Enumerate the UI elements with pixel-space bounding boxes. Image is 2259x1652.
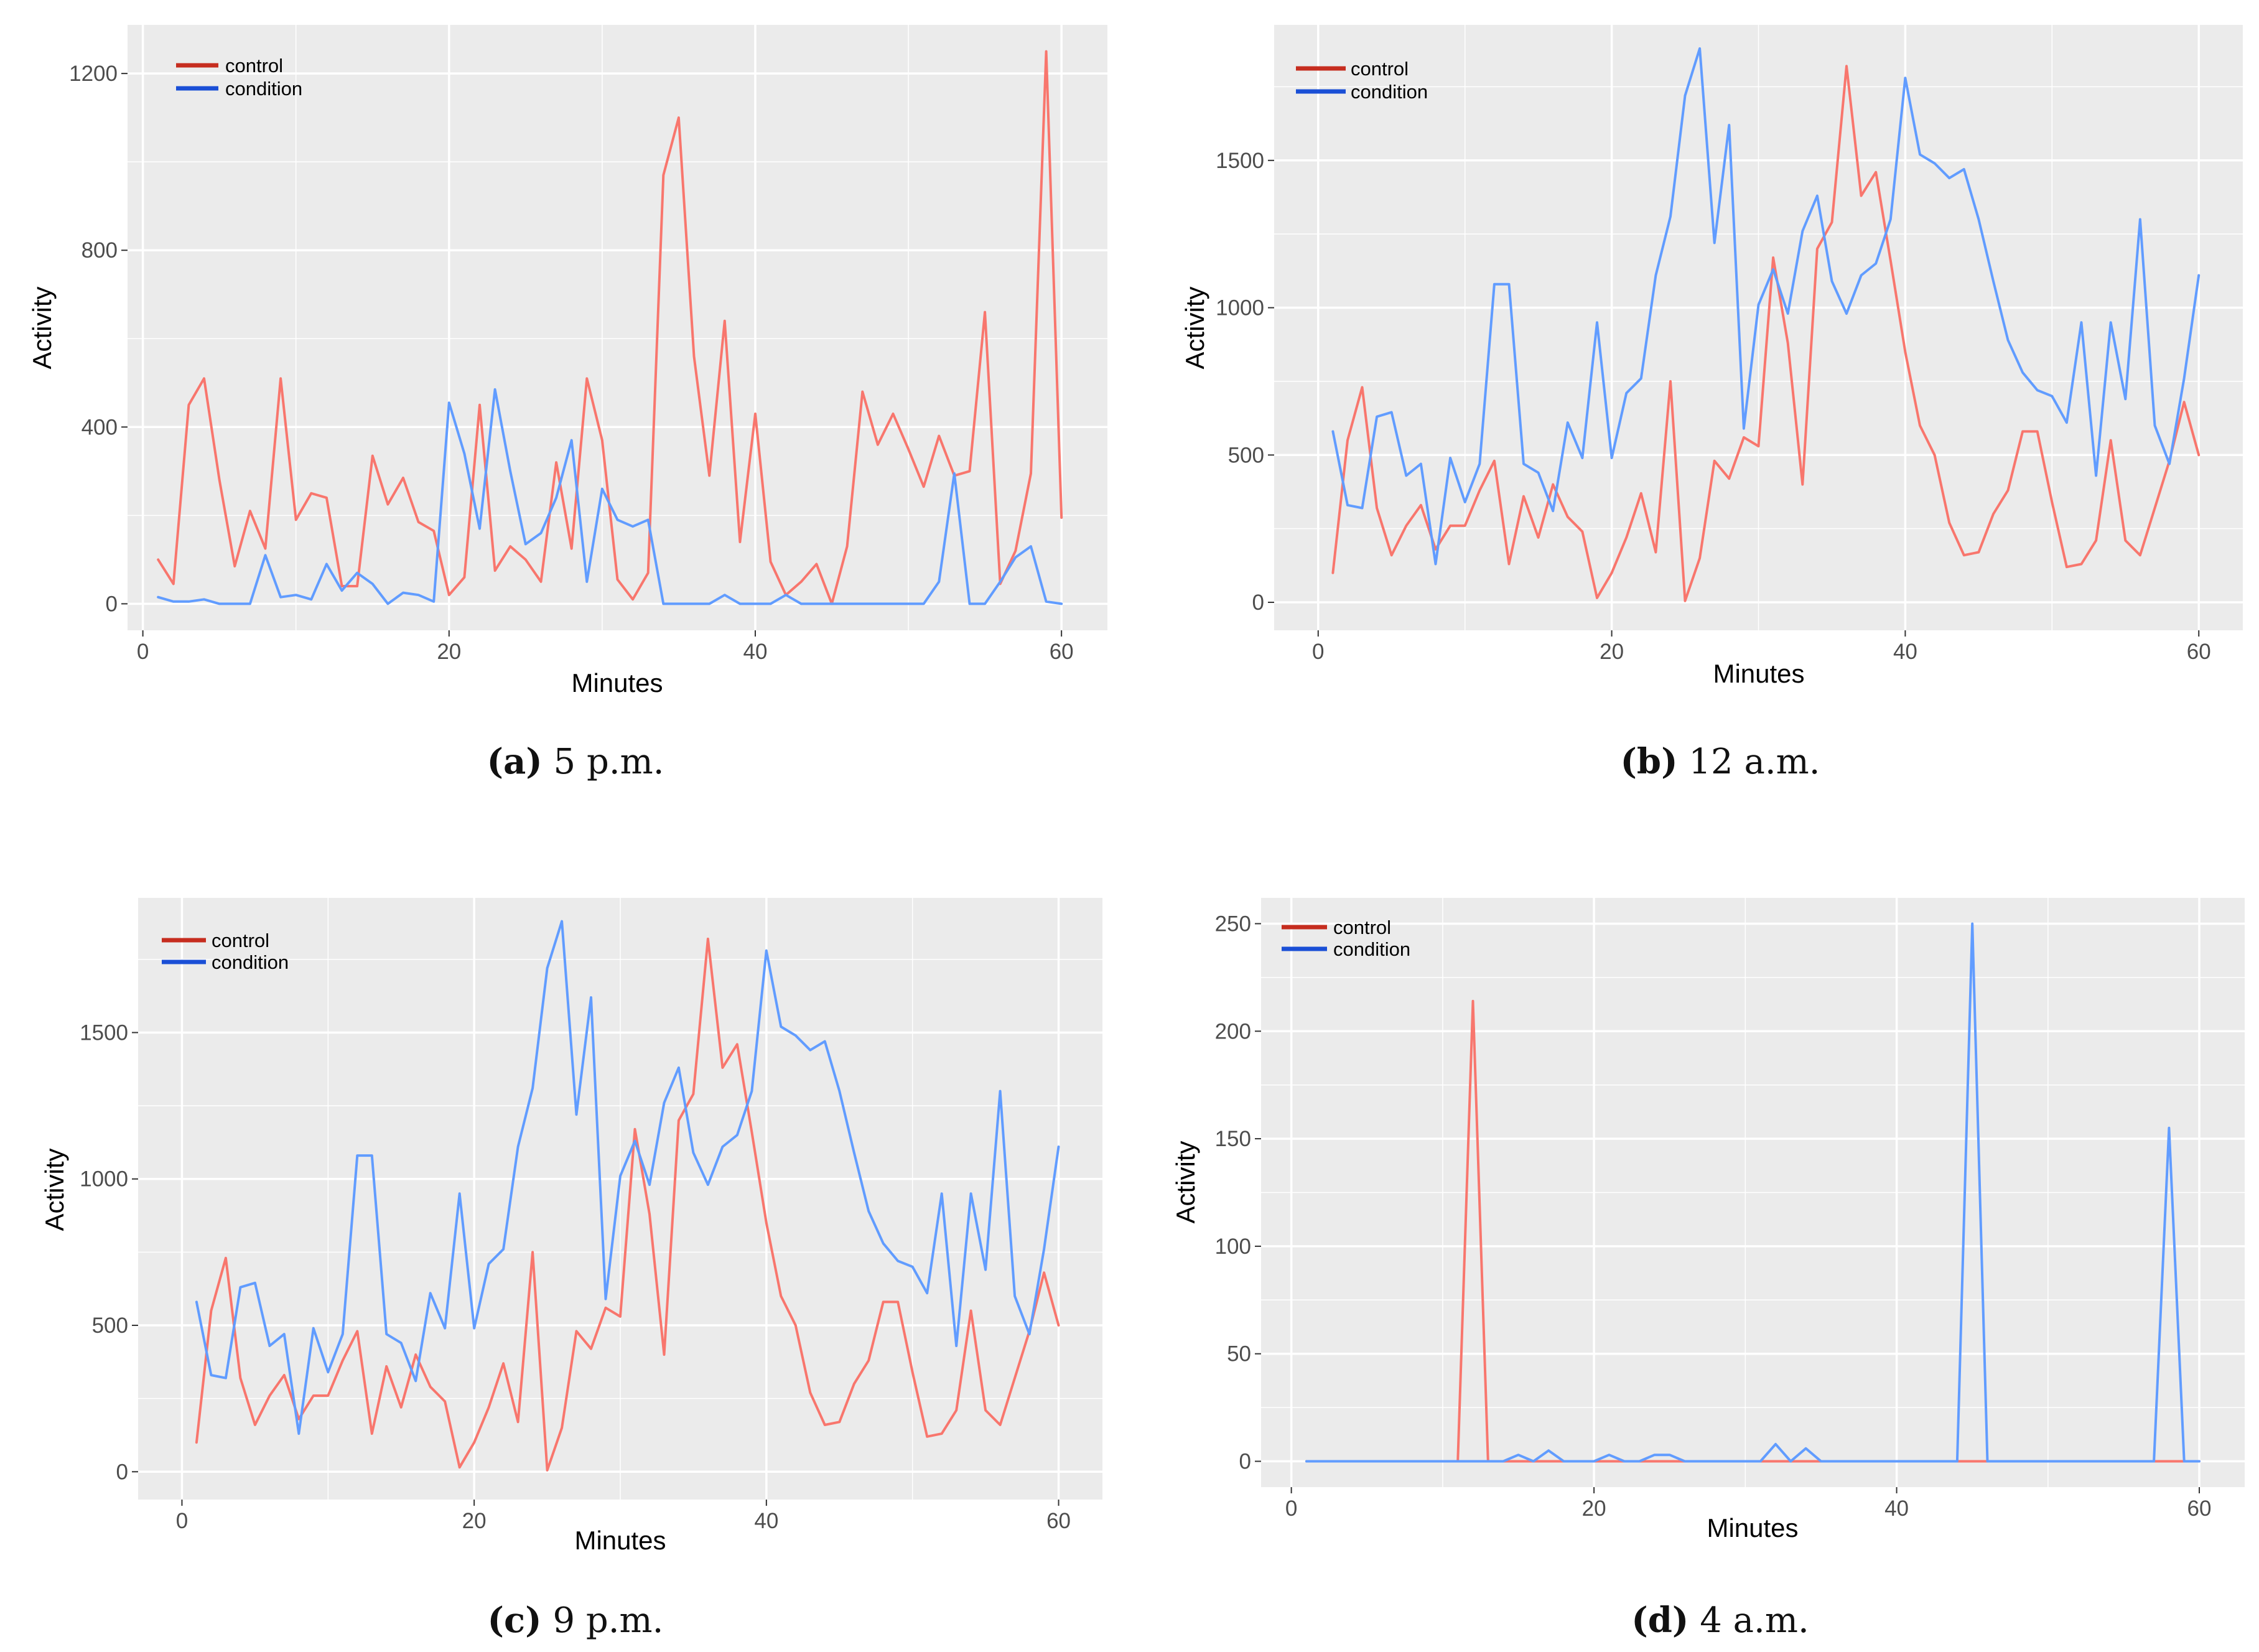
y-axis-title: Activity: [27, 286, 57, 369]
y-tick-label: 0: [106, 592, 118, 616]
y-tick-label: 150: [1215, 1127, 1251, 1151]
y-tick-label: 1500: [80, 1020, 128, 1045]
caption-label: (a): [487, 741, 542, 782]
y-axis-title: Activity: [1171, 1141, 1200, 1223]
panel-b-legend: control condition: [1296, 58, 1428, 103]
panel-d-ticks: 0 20 40 60 0 50 100 150 200 250: [1215, 912, 2212, 1521]
x-tick-label: 0: [137, 640, 149, 664]
y-axis-title: Activity: [40, 1148, 69, 1231]
panel-a-grid: [128, 25, 1107, 630]
x-tick-label: 0: [1285, 1496, 1297, 1521]
x-tick-label: 20: [437, 640, 461, 664]
x-tick-label: 0: [176, 1509, 188, 1533]
legend-control-label: control: [225, 55, 283, 77]
panel-a-legend: control condition: [176, 55, 302, 100]
panel-c-legend: control condition: [162, 930, 289, 973]
legend-control-label: control: [212, 930, 269, 951]
series-line-condition: [195, 920, 1060, 1435]
legend-control-label: control: [1351, 58, 1409, 80]
panel-d-legend: control condition: [1282, 917, 1410, 960]
panel-b-lines: [1331, 47, 2201, 602]
y-tick-label: 100: [1215, 1234, 1251, 1259]
y-tick-label: 0: [1252, 590, 1264, 615]
x-tick-label: 20: [1582, 1496, 1606, 1521]
series-line-condition: [157, 388, 1063, 605]
panel-a-background: [128, 25, 1107, 630]
x-tick-label: 60: [1050, 640, 1074, 664]
caption-label: (b): [1620, 741, 1677, 782]
y-axis-title: Activity: [1180, 286, 1209, 369]
panel-c-lines: [195, 920, 1060, 1472]
x-tick-label: 0: [1312, 640, 1324, 664]
y-tick-label: 250: [1215, 912, 1251, 936]
y-tick-label: 1000: [80, 1167, 128, 1192]
x-tick-label: 20: [462, 1509, 487, 1533]
y-tick-label: 0: [1239, 1450, 1251, 1474]
panel-c-caption: (c) 9 p.m.: [488, 1600, 664, 1641]
legend-condition-label: condition: [1351, 81, 1428, 103]
caption-text: 9 p.m.: [552, 1600, 663, 1641]
caption-text: 5 p.m.: [554, 742, 664, 782]
x-axis-title: Minutes: [1707, 1513, 1798, 1542]
y-tick-label: 0: [116, 1460, 128, 1484]
series-line-condition: [1305, 922, 2201, 1463]
caption-label: (d): [1631, 1600, 1688, 1641]
panel-b: 0 20 40 60 0 500 1000 1500 control condition Mi…: [1180, 25, 2243, 782]
x-tick-label: 40: [754, 1509, 778, 1533]
panel-d-grid: [1261, 898, 2245, 1487]
caption-text: 4 a.m.: [1700, 1600, 1809, 1641]
x-tick-label: 60: [2187, 640, 2211, 664]
panel-a-ticks: 0 20 40 60 0 400 800 1200: [69, 62, 1074, 664]
caption-text: 12 a.m.: [1688, 742, 1820, 782]
panel-b-caption: (b) 12 a.m.: [1620, 741, 1820, 782]
x-tick-label: 60: [1046, 1509, 1071, 1533]
legend-condition-label: condition: [1333, 938, 1410, 960]
y-tick-label: 400: [82, 415, 118, 439]
legend-condition-label: condition: [225, 78, 302, 100]
y-tick-label: 1200: [69, 62, 118, 86]
y-tick-label: 200: [1215, 1019, 1251, 1043]
x-tick-label: 20: [1600, 640, 1624, 664]
y-tick-label: 50: [1227, 1342, 1251, 1366]
legend-condition-label: condition: [212, 951, 289, 973]
panel-c-grid: [138, 898, 1102, 1500]
x-tick-label: 60: [2187, 1496, 2212, 1521]
panel-a-caption: (a) 5 p.m.: [487, 741, 664, 782]
series-line-control: [1331, 65, 2201, 602]
panel-d-lines: [1305, 922, 2201, 1463]
x-tick-label: 40: [743, 640, 768, 664]
y-tick-label: 800: [82, 238, 118, 263]
caption-label: (c): [488, 1600, 542, 1641]
panel-d-caption: (d) 4 a.m.: [1631, 1600, 1809, 1641]
panel-d: 0 20 40 60 0 50 100 150 200 250 control condition…: [1171, 898, 2245, 1641]
y-tick-label: 500: [1228, 443, 1264, 467]
panel-c-ticks: 0 20 40 60 0 500 1000 1500: [80, 1020, 1071, 1533]
panel-a-lines: [157, 50, 1063, 605]
x-axis-title: Minutes: [574, 1526, 666, 1555]
panel-b-ticks: 0 20 40 60 0 500 1000 1500: [1216, 149, 2211, 664]
x-axis-title: Minutes: [1713, 659, 1804, 688]
x-tick-label: 40: [1893, 640, 1917, 664]
y-tick-label: 500: [92, 1314, 128, 1338]
legend-control-label: control: [1333, 917, 1391, 938]
panel-b-grid: [1274, 25, 2243, 630]
panel-a: 0 20 40 60 0 400 800 1200 control condition Min…: [27, 25, 1107, 782]
x-tick-label: 40: [1884, 1496, 1909, 1521]
series-line-condition: [1331, 47, 2201, 566]
series-line-control: [157, 50, 1063, 605]
y-tick-label: 1500: [1216, 149, 1264, 173]
series-line-control: [195, 937, 1060, 1472]
panel-c: 0 20 40 60 0 500 1000 1500 control condition Mi…: [40, 898, 1102, 1641]
y-tick-label: 1000: [1216, 296, 1264, 320]
x-axis-title: Minutes: [571, 668, 663, 698]
